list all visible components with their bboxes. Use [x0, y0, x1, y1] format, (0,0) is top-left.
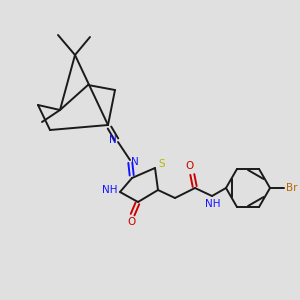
Text: O: O	[186, 161, 194, 171]
Text: S: S	[159, 159, 165, 169]
Text: NH: NH	[205, 199, 221, 209]
Text: N: N	[131, 157, 139, 167]
Text: N: N	[109, 135, 117, 145]
Text: NH: NH	[102, 185, 118, 195]
Text: Br: Br	[286, 183, 298, 193]
Text: O: O	[127, 217, 135, 227]
